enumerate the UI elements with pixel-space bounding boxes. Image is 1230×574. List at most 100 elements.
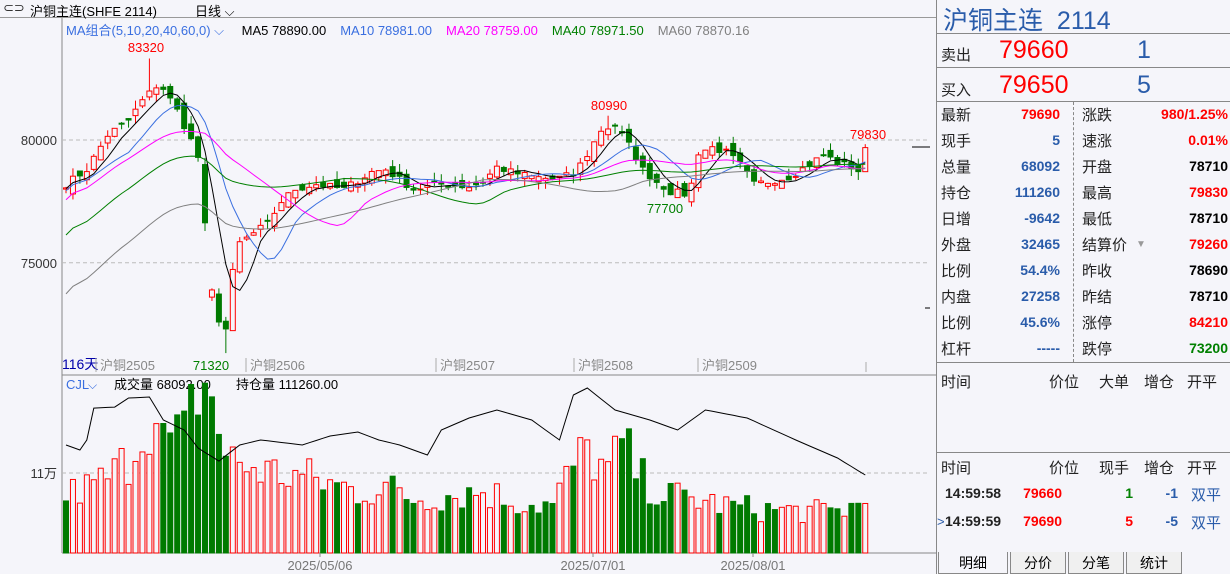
candle-down[interactable] [389, 166, 396, 178]
candle-up[interactable] [132, 108, 139, 117]
candle-up[interactable] [361, 177, 368, 184]
candle-down[interactable] [785, 175, 792, 181]
candle-up[interactable] [584, 156, 591, 162]
dropdown-triangle-icon[interactable]: ▼ [1136, 239, 1146, 250]
candle-up[interactable] [208, 289, 215, 298]
candle-down[interactable] [202, 164, 208, 224]
candle-down[interactable] [500, 166, 507, 172]
candle-down[interactable] [820, 154, 827, 157]
candle-up[interactable] [605, 128, 612, 136]
candle-down[interactable] [195, 136, 202, 158]
link-icon[interactable]: ⊂⊃ [3, 0, 25, 15]
candle-up[interactable] [862, 147, 869, 173]
candle-down[interactable] [299, 184, 306, 191]
volume-bar [778, 506, 785, 554]
candle-up[interactable] [771, 183, 778, 186]
candle-up[interactable] [278, 202, 285, 212]
tab-3[interactable]: 统计 [1126, 552, 1182, 574]
volume-bar [827, 507, 834, 554]
candle-down[interactable] [320, 182, 327, 188]
chevron-down-icon[interactable]: ⌵ [88, 378, 97, 392]
candle-up[interactable] [236, 241, 243, 273]
candle-down[interactable] [118, 122, 125, 125]
candle-up[interactable] [778, 179, 785, 189]
candle-down[interactable] [730, 142, 737, 157]
candle-down[interactable] [660, 186, 667, 190]
candle-up[interactable] [139, 99, 146, 107]
tab-1[interactable]: 分价 [1010, 552, 1066, 574]
candle-down[interactable] [181, 102, 188, 130]
ma-selector[interactable]: MA组合(5,10,20,40,60,0) ⌵ [66, 23, 224, 38]
volume-bar [480, 492, 486, 554]
candle-up[interactable] [723, 148, 730, 151]
candle-down[interactable] [76, 170, 83, 177]
candle-up[interactable] [799, 167, 806, 172]
candle-up[interactable] [535, 176, 542, 183]
candle-up[interactable] [229, 268, 236, 332]
candle-up[interactable] [382, 169, 389, 177]
candle-up[interactable] [792, 175, 799, 178]
candle-down[interactable] [160, 86, 167, 90]
candle-down[interactable] [403, 173, 410, 188]
candle-down[interactable] [827, 149, 834, 158]
candle-up[interactable] [486, 173, 493, 179]
candle-down[interactable] [806, 161, 813, 168]
candle-up[interactable] [493, 165, 500, 178]
tab-0[interactable]: 明细 [938, 552, 1008, 574]
stat-label: 持仓 [941, 185, 972, 202]
candle-up[interactable] [153, 87, 160, 95]
candle-up[interactable] [306, 186, 313, 195]
candle-down[interactable] [264, 219, 271, 222]
candle-down[interactable] [625, 128, 632, 143]
candle-down[interactable] [215, 293, 222, 323]
ma-legend-ma5: MA5 78890.00 [242, 23, 327, 38]
candle-up[interactable] [104, 135, 111, 144]
candle-up[interactable] [243, 236, 250, 240]
candle-down[interactable] [632, 146, 639, 161]
candle-up[interactable] [674, 188, 681, 199]
kline-chart[interactable]: 80000750008332071320809907770079830116天沪… [0, 0, 937, 574]
candle-up[interactable] [466, 187, 473, 192]
candle-down[interactable] [716, 142, 723, 153]
volume-bar [535, 512, 542, 554]
candle-down[interactable] [167, 85, 174, 99]
candle-up[interactable] [327, 182, 334, 189]
candle-down[interactable] [174, 98, 181, 110]
candle-down[interactable] [646, 163, 653, 180]
volume-bar [236, 461, 243, 554]
period-selector[interactable]: 日线 ⌵ [195, 1, 234, 20]
candle-up[interactable] [97, 145, 104, 161]
candle-up[interactable] [591, 141, 598, 162]
candle-up[interactable] [758, 180, 764, 184]
candle-up[interactable] [146, 90, 153, 98]
candle-up[interactable] [250, 232, 257, 236]
candle-up[interactable] [292, 189, 299, 199]
candle-up[interactable] [521, 172, 528, 180]
candle-down[interactable] [341, 181, 347, 188]
candle-up[interactable] [813, 157, 820, 168]
candle-up[interactable] [111, 127, 118, 137]
candle-down[interactable] [639, 155, 646, 168]
candle-down[interactable] [125, 118, 132, 121]
tick-price: 79690 [1023, 513, 1062, 529]
volume-bar [598, 458, 605, 554]
candle-up[interactable] [688, 182, 695, 203]
stat-value: 79830 [1189, 184, 1228, 200]
candle-down[interactable] [612, 124, 619, 127]
candle-up[interactable] [598, 130, 605, 146]
candle-up[interactable] [90, 155, 97, 170]
volume-indicator-selector[interactable]: CJL [66, 377, 89, 392]
volume-bar [500, 504, 507, 554]
candle-up[interactable] [702, 149, 709, 159]
candle-down[interactable] [222, 320, 229, 330]
candle-down[interactable] [751, 169, 758, 182]
tab-2[interactable]: 分笔 [1068, 552, 1124, 574]
candle-up[interactable] [313, 184, 320, 189]
candle-down[interactable] [667, 183, 674, 196]
candle-down[interactable] [744, 165, 751, 173]
candle-down[interactable] [410, 188, 417, 191]
candle-up[interactable] [709, 146, 716, 156]
volume-bar [188, 384, 195, 554]
candle-up[interactable] [764, 182, 771, 187]
tick-qty: 1 [1125, 485, 1133, 501]
